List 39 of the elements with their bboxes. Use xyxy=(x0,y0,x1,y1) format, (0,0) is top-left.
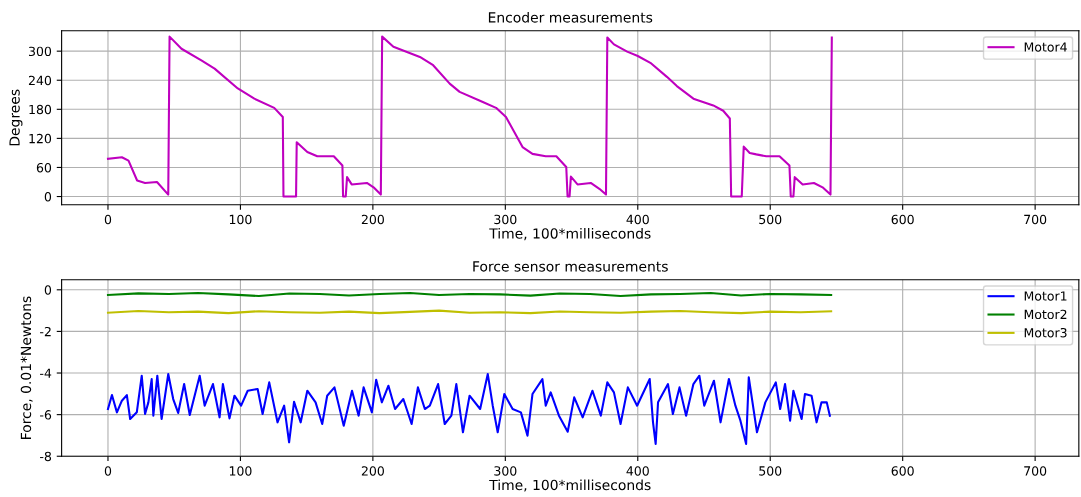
legend-label: Motor3 xyxy=(1024,327,1067,338)
line-series xyxy=(106,35,833,198)
x-tick-label: 200 xyxy=(361,466,384,476)
x-tick-label: 700 xyxy=(1024,466,1047,476)
x-axis-title: Time, 100*milliseconds xyxy=(489,227,651,241)
y-axis-title: Force, 0.01*Newtons xyxy=(20,296,33,439)
y-tick-label: -4 xyxy=(40,368,52,378)
y-tick-label: 60 xyxy=(36,162,52,173)
chart-title: Force sensor measurements xyxy=(473,261,668,272)
x-tick-label: 0 xyxy=(104,466,112,476)
y-tick-label: 240 xyxy=(28,75,52,86)
y-tick-label: -6 xyxy=(40,410,52,420)
x-tick-label: 500 xyxy=(759,214,782,225)
x-tick-label: 600 xyxy=(891,214,914,225)
x-tick-label: 500 xyxy=(759,466,782,476)
x-tick-label: 100 xyxy=(229,214,252,225)
legend-label: Motor2 xyxy=(1024,309,1067,320)
x-tick-label: 400 xyxy=(626,214,649,225)
line-series xyxy=(106,373,831,446)
y-tick-label: 300 xyxy=(28,46,52,57)
x-tick-label: 400 xyxy=(626,466,649,476)
x-tick-label: 700 xyxy=(1024,214,1047,225)
y-tick-label: 120 xyxy=(29,133,52,144)
y-tick-label: -8 xyxy=(40,451,52,462)
x-axis-title: Time, 100*milliseconds xyxy=(489,479,651,492)
x-tick-label: 0 xyxy=(104,214,112,225)
x-tick-label: 200 xyxy=(361,214,384,225)
x-tick-label: 300 xyxy=(494,466,517,476)
y-tick-label: 0 xyxy=(44,285,52,295)
x-tick-label: 600 xyxy=(891,466,914,476)
y-tick-label: 0 xyxy=(44,192,52,202)
y-tick-label: -2 xyxy=(40,326,51,337)
legend-label: Motor1 xyxy=(1024,291,1067,301)
x-tick-label: 100 xyxy=(229,466,252,476)
x-tick-label: 300 xyxy=(494,214,517,225)
y-tick-label: 180 xyxy=(29,104,52,115)
chart-title: Encoder measurements xyxy=(488,11,653,23)
y-axis-title: Degrees xyxy=(9,89,23,146)
legend-label: Motor4 xyxy=(1024,42,1067,52)
